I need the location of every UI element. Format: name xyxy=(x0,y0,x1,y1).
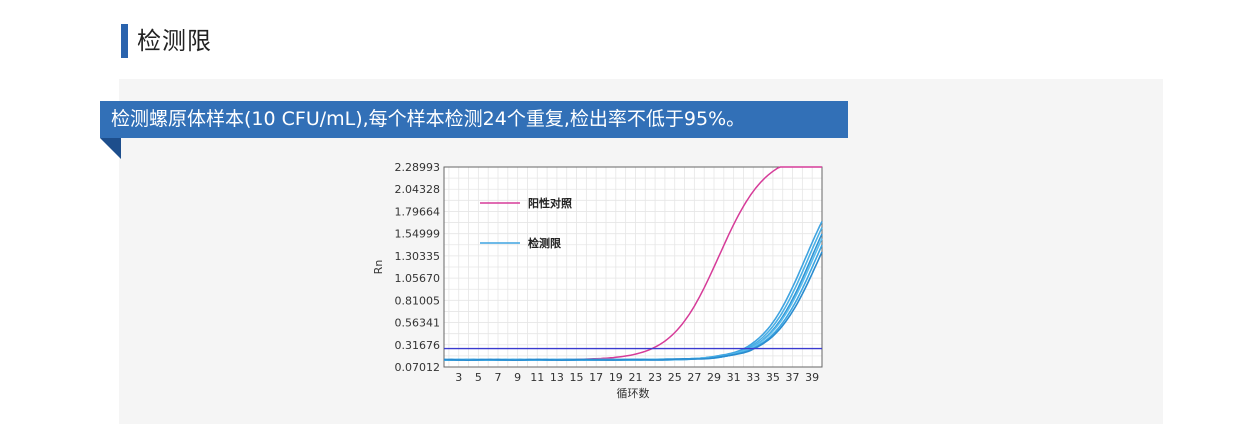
y-tick-label: 1.05670 xyxy=(395,272,441,285)
plot-frame xyxy=(443,166,823,368)
section-title-accent xyxy=(121,24,128,58)
description-banner: 检测螺原体样本(10 CFU/mL),每个样本检测24个重复,检出率不低于95%… xyxy=(100,101,848,138)
y-tick-label: 2.04328 xyxy=(395,183,441,196)
y-tick-label: 1.79664 xyxy=(395,205,441,218)
x-tick-label: 23 xyxy=(648,371,662,384)
x-tick-label: 9 xyxy=(514,371,521,384)
y-axis-title: Rn xyxy=(372,260,385,275)
y-tick-label: 2.28993 xyxy=(395,161,441,174)
x-tick-label: 17 xyxy=(589,371,603,384)
banner-fold xyxy=(100,138,121,159)
legend-label: 阳性对照 xyxy=(528,196,572,210)
y-axis: 2.28993 2.04328 1.79664 1.54999 1.30335 1.056… xyxy=(395,161,441,374)
x-tick-label: 29 xyxy=(707,371,721,384)
x-tick-label: 25 xyxy=(668,371,682,384)
x-tick-label: 33 xyxy=(746,371,760,384)
x-tick-label: 3 xyxy=(455,371,462,384)
x-tick-label: 21 xyxy=(628,371,642,384)
x-tick-label: 5 xyxy=(475,371,482,384)
x-tick-label: 27 xyxy=(687,371,701,384)
chart-series xyxy=(443,166,823,362)
x-tick-label: 39 xyxy=(805,371,819,384)
qpcr-chart: 2.28993 2.04328 1.79664 1.54999 1.30335 1.056… xyxy=(372,161,823,400)
x-tick-label: 11 xyxy=(530,371,544,384)
y-tick-label: 1.30335 xyxy=(395,250,441,263)
x-tick-label: 37 xyxy=(786,371,800,384)
x-tick-label: 19 xyxy=(609,371,623,384)
lod-replicate-curve xyxy=(443,251,823,362)
y-tick-label: 0.56341 xyxy=(395,317,441,330)
y-tick-label: 0.81005 xyxy=(395,294,441,307)
page-title: 检测限 xyxy=(137,27,212,55)
x-tick-label: 31 xyxy=(727,371,741,384)
x-axis: 3 5 7 9 11 13 15 17 19 21 23 25 27 29 31 33 35 37 39 xyxy=(455,371,819,384)
x-tick-label: 15 xyxy=(570,371,584,384)
y-tick-label: 0.07012 xyxy=(395,361,441,374)
x-tick-label: 35 xyxy=(766,371,780,384)
legend-label: 检测限 xyxy=(528,236,561,250)
x-tick-label: 7 xyxy=(495,371,502,384)
x-tick-label: 13 xyxy=(550,371,564,384)
x-axis-title: 循环数 xyxy=(617,387,650,400)
y-tick-label: 0.31676 xyxy=(395,339,441,352)
chart-grid xyxy=(444,166,823,368)
y-tick-label: 1.54999 xyxy=(395,228,441,241)
